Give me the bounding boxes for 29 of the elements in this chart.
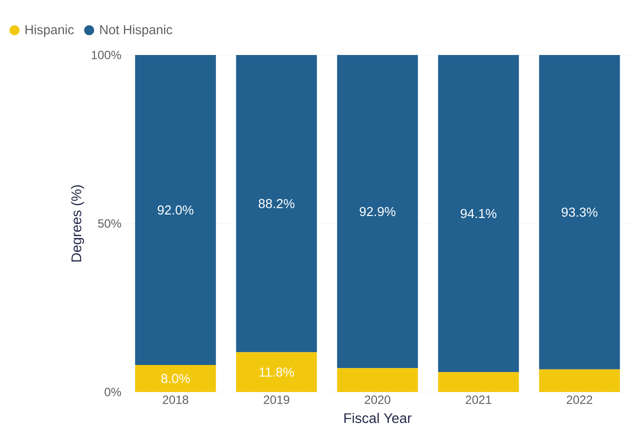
x-axis-title: Fiscal Year	[344, 412, 412, 424]
bar	[135, 365, 216, 392]
data-label: 94.1%	[460, 208, 496, 218]
data-label: 93.3%	[562, 208, 598, 217]
y-axis-title: Degrees (%)	[71, 185, 84, 262]
bar	[236, 352, 317, 392]
x-tick-label: 2019	[264, 396, 290, 404]
y-tick-label: 0%	[104, 388, 122, 396]
data-label: 92.9%	[360, 206, 396, 216]
y-tick-label: 100%	[92, 50, 122, 60]
data-label: 92.0%	[158, 205, 194, 215]
y-tick-label: 50%	[98, 219, 122, 228]
x-tick-label: 2018	[162, 396, 188, 404]
legend-label: Hispanic	[26, 24, 74, 37]
bar	[337, 368, 418, 392]
data-label: 8.0%	[161, 374, 190, 384]
bar	[135, 54, 216, 366]
bar	[438, 54, 519, 372]
legend-label: Not Hispanic	[100, 24, 172, 37]
x-tick-label: 2020	[364, 396, 390, 404]
bar	[539, 369, 620, 392]
bar	[236, 54, 317, 352]
bar	[539, 54, 620, 370]
bar	[337, 54, 418, 368]
bar	[438, 372, 519, 392]
x-tick-label: 2021	[466, 396, 492, 404]
x-tick-label: 2022	[566, 396, 592, 404]
data-label: 88.2%	[258, 199, 294, 208]
data-label: 11.8%	[260, 368, 294, 377]
